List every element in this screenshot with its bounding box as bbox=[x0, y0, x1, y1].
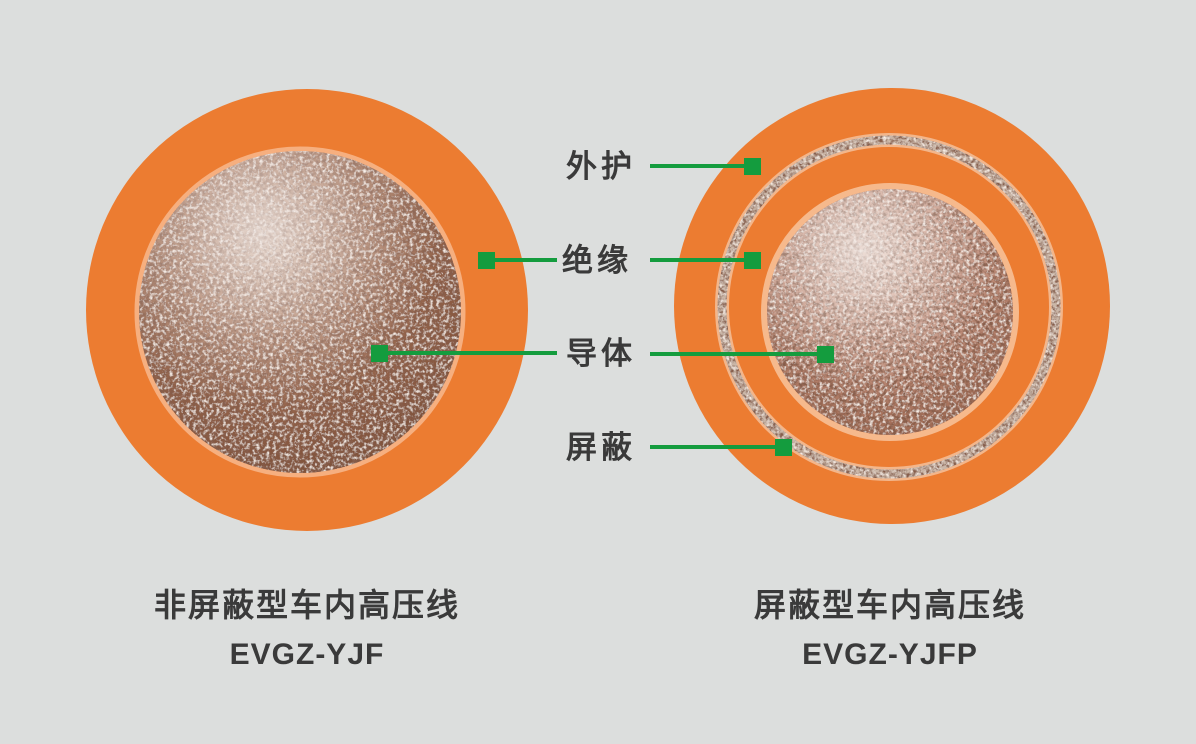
left-conductor-rim bbox=[134, 146, 466, 478]
right-shield-braid bbox=[717, 135, 1061, 479]
right-conductor-rim bbox=[761, 183, 1019, 441]
caption-left-model: EVGZ-YJF bbox=[229, 638, 385, 672]
annotation-markers bbox=[371, 158, 834, 456]
marker-square-conductor-left-icon bbox=[371, 345, 388, 362]
cable-right-cross-section bbox=[674, 88, 1110, 524]
marker-square-conductor-right-icon bbox=[817, 346, 834, 363]
label-conductor: 导体 bbox=[566, 336, 636, 371]
label-insulation: 绝缘 bbox=[562, 243, 632, 278]
marker-square-outer-sheath-icon bbox=[744, 158, 761, 175]
annotation-lines bbox=[383, 164, 820, 449]
label-shield: 屏蔽 bbox=[566, 430, 636, 465]
caption-right-model: EVGZ-YJFP bbox=[802, 638, 978, 672]
caption-left-title: 非屏蔽型车内高压线 bbox=[153, 587, 460, 623]
caption-right-cable: 屏蔽型车内高压线 EVGZ-YJFP bbox=[660, 586, 1120, 673]
marker-square-insulation-left-icon bbox=[478, 252, 495, 269]
label-outer-sheath: 外护 bbox=[566, 149, 636, 184]
cable-left-cross-section bbox=[86, 89, 528, 531]
caption-left-cable: 非屏蔽型车内高压线 EVGZ-YJF bbox=[77, 586, 537, 673]
left-conductor-highlight bbox=[139, 151, 461, 473]
right-conductor-highlight bbox=[767, 189, 1013, 435]
marker-square-insulation-right-icon bbox=[744, 252, 761, 269]
marker-square-shield-icon bbox=[775, 439, 792, 456]
caption-right-title: 屏蔽型车内高压线 bbox=[753, 587, 1026, 623]
